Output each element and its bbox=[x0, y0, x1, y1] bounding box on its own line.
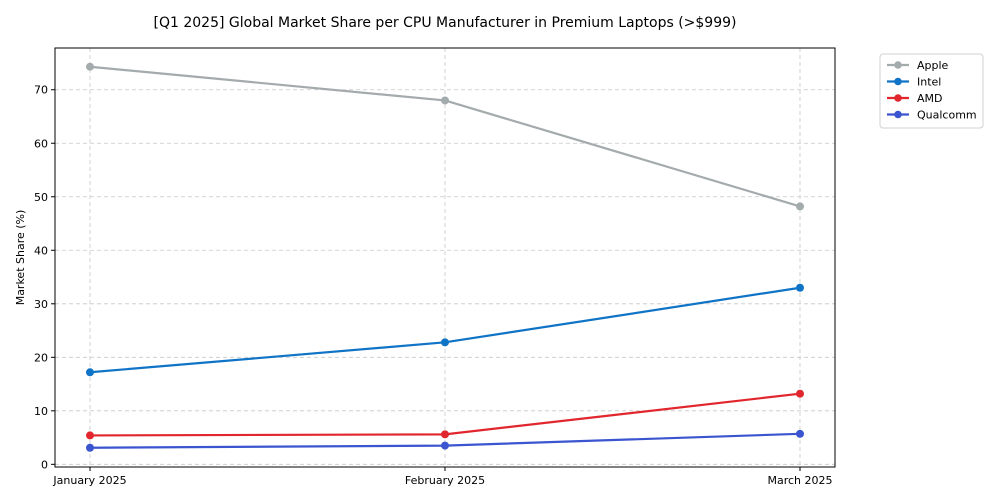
legend-item-apple: Apple bbox=[887, 59, 949, 72]
legend-label: AMD bbox=[917, 92, 943, 105]
data-point-apple bbox=[796, 202, 804, 211]
series-line-apple bbox=[89, 65, 801, 208]
grid bbox=[55, 48, 835, 467]
x-tick-label: March 2025 bbox=[767, 474, 832, 487]
series-apple bbox=[86, 62, 804, 211]
y-tick-label: 10 bbox=[34, 405, 48, 418]
legend-swatch-marker bbox=[894, 110, 902, 119]
series-layer bbox=[86, 62, 804, 452]
y-tick-label: 40 bbox=[34, 244, 48, 257]
y-tick-label: 60 bbox=[34, 137, 48, 150]
legend-item-qualcomm: Qualcomm bbox=[887, 109, 977, 122]
data-point-amd bbox=[796, 389, 804, 398]
x-tick-label: February 2025 bbox=[405, 474, 485, 487]
legend-swatch-marker bbox=[894, 94, 902, 102]
x-tick-label: January 2025 bbox=[52, 474, 126, 487]
axis-ticks: January 2025 February 2025 March 2025 0 10 20… bbox=[34, 84, 833, 487]
series-qualcomm bbox=[86, 429, 804, 452]
legend: Apple Intel AMD Qualcomm bbox=[879, 53, 984, 129]
data-point-intel bbox=[86, 368, 94, 377]
data-point-amd bbox=[86, 431, 94, 440]
data-point-apple bbox=[86, 62, 94, 71]
series-intel bbox=[86, 283, 804, 377]
legend-swatch-marker bbox=[894, 77, 902, 86]
y-tick-label: 70 bbox=[34, 84, 48, 97]
data-point-qualcomm bbox=[86, 443, 94, 452]
legend-item-amd: AMD bbox=[887, 92, 943, 105]
data-point-qualcomm bbox=[796, 429, 804, 438]
legend-box bbox=[879, 53, 984, 129]
legend-label: Apple bbox=[917, 59, 949, 72]
y-tick-label: 50 bbox=[34, 191, 48, 204]
legend-label: Intel bbox=[917, 76, 941, 89]
y-tick-label: 20 bbox=[34, 351, 48, 364]
data-point-qualcomm bbox=[441, 441, 449, 450]
data-point-apple bbox=[441, 96, 449, 105]
y-tick-label: 0 bbox=[41, 458, 48, 471]
chart-title: [Q1 2025] Global Market Share per CPU Ma… bbox=[154, 15, 737, 31]
legend-item-intel: Intel bbox=[887, 76, 941, 89]
y-tick-label: 30 bbox=[34, 298, 48, 311]
data-point-intel bbox=[441, 338, 449, 347]
legend-swatch-marker bbox=[894, 61, 902, 69]
y-axis-label: Market Share (%) bbox=[14, 210, 27, 306]
legend-label: Qualcomm bbox=[917, 109, 977, 122]
data-point-intel bbox=[796, 283, 804, 292]
data-point-amd bbox=[441, 430, 449, 439]
series-amd bbox=[86, 389, 804, 440]
